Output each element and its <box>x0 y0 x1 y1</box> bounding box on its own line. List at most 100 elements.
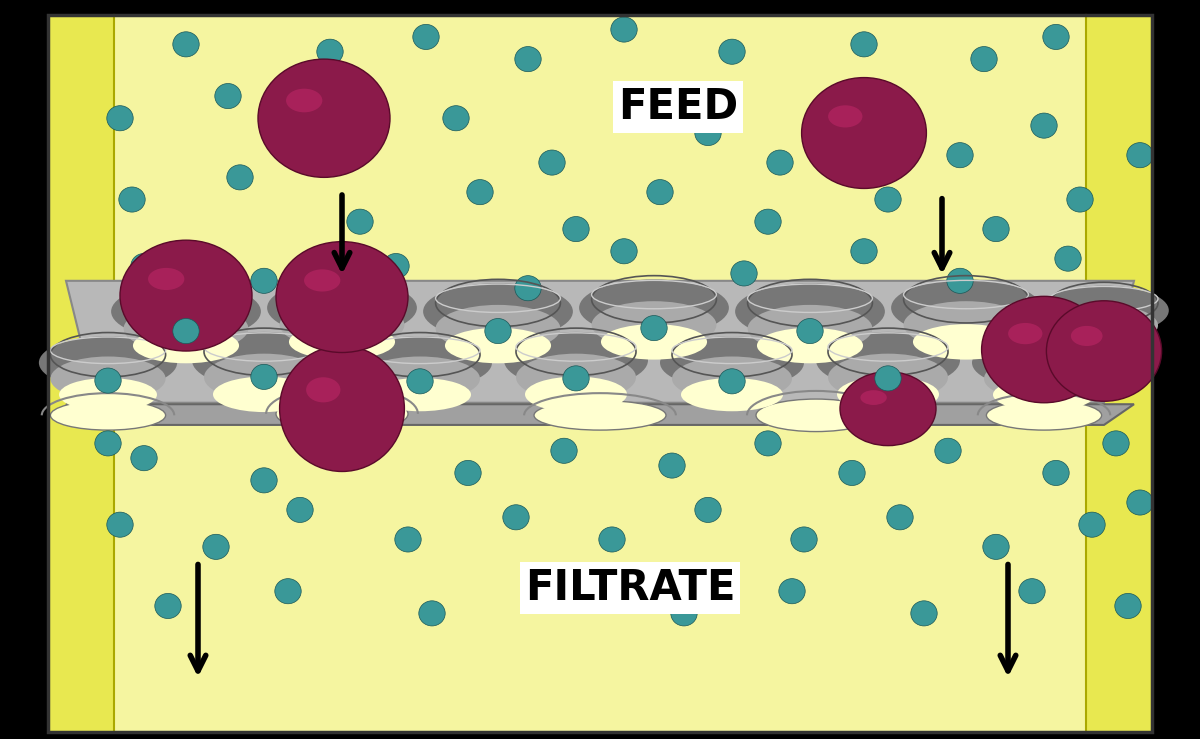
Ellipse shape <box>120 240 252 351</box>
Ellipse shape <box>455 460 481 486</box>
Ellipse shape <box>526 377 628 412</box>
Ellipse shape <box>148 268 185 290</box>
Ellipse shape <box>802 78 926 188</box>
Ellipse shape <box>124 305 248 353</box>
Ellipse shape <box>348 336 492 389</box>
Ellipse shape <box>173 32 199 57</box>
Ellipse shape <box>424 283 572 340</box>
Ellipse shape <box>131 253 157 279</box>
Ellipse shape <box>984 356 1104 401</box>
Ellipse shape <box>887 505 913 530</box>
Ellipse shape <box>611 17 637 42</box>
Ellipse shape <box>436 305 560 353</box>
Ellipse shape <box>851 239 877 264</box>
Ellipse shape <box>1127 490 1153 515</box>
Ellipse shape <box>592 302 716 349</box>
Ellipse shape <box>682 378 784 411</box>
Ellipse shape <box>173 319 199 344</box>
Ellipse shape <box>1079 512 1105 537</box>
Ellipse shape <box>601 324 707 360</box>
Ellipse shape <box>983 534 1009 559</box>
Ellipse shape <box>214 377 314 412</box>
Ellipse shape <box>107 512 133 537</box>
Ellipse shape <box>1055 246 1081 271</box>
Ellipse shape <box>828 106 863 128</box>
Ellipse shape <box>779 579 805 604</box>
Ellipse shape <box>317 39 343 64</box>
Ellipse shape <box>791 527 817 552</box>
Ellipse shape <box>736 283 884 340</box>
Ellipse shape <box>192 332 336 389</box>
Ellipse shape <box>359 431 385 456</box>
Ellipse shape <box>50 401 166 430</box>
Ellipse shape <box>407 369 433 394</box>
Ellipse shape <box>755 209 781 234</box>
Ellipse shape <box>360 356 480 401</box>
Ellipse shape <box>935 438 961 463</box>
Text: FILTRATE: FILTRATE <box>524 567 736 608</box>
Ellipse shape <box>671 601 697 626</box>
Ellipse shape <box>251 364 277 389</box>
Ellipse shape <box>413 24 439 50</box>
Ellipse shape <box>50 356 166 401</box>
Ellipse shape <box>1019 579 1045 604</box>
Ellipse shape <box>383 253 409 279</box>
Ellipse shape <box>515 47 541 72</box>
Ellipse shape <box>1058 324 1150 355</box>
Ellipse shape <box>251 268 277 293</box>
Ellipse shape <box>971 47 997 72</box>
Ellipse shape <box>155 593 181 619</box>
Ellipse shape <box>641 316 667 341</box>
Ellipse shape <box>131 446 157 471</box>
Ellipse shape <box>1067 187 1093 212</box>
Ellipse shape <box>534 401 666 430</box>
Polygon shape <box>66 281 1134 403</box>
FancyBboxPatch shape <box>48 15 114 732</box>
Ellipse shape <box>828 354 948 401</box>
Ellipse shape <box>251 468 277 493</box>
Ellipse shape <box>947 143 973 168</box>
Ellipse shape <box>304 270 341 292</box>
Ellipse shape <box>816 332 960 389</box>
Ellipse shape <box>767 150 793 175</box>
Ellipse shape <box>280 346 404 471</box>
Ellipse shape <box>370 378 470 411</box>
Ellipse shape <box>672 356 792 401</box>
Ellipse shape <box>215 84 241 109</box>
Ellipse shape <box>892 279 1040 336</box>
Ellipse shape <box>227 165 253 190</box>
Ellipse shape <box>306 378 341 402</box>
Ellipse shape <box>443 106 469 131</box>
Ellipse shape <box>972 336 1116 389</box>
Ellipse shape <box>95 431 121 456</box>
Ellipse shape <box>1043 24 1069 50</box>
Ellipse shape <box>1115 593 1141 619</box>
Ellipse shape <box>268 279 416 336</box>
Ellipse shape <box>38 336 178 389</box>
Ellipse shape <box>347 209 373 234</box>
Ellipse shape <box>280 302 404 349</box>
Ellipse shape <box>107 106 133 131</box>
Ellipse shape <box>1127 143 1153 168</box>
Ellipse shape <box>395 527 421 552</box>
Ellipse shape <box>986 401 1102 430</box>
Ellipse shape <box>719 39 745 64</box>
Ellipse shape <box>719 369 745 394</box>
Ellipse shape <box>647 180 673 205</box>
Ellipse shape <box>659 453 685 478</box>
Ellipse shape <box>539 150 565 175</box>
Ellipse shape <box>695 120 721 146</box>
Ellipse shape <box>95 368 121 393</box>
Ellipse shape <box>851 32 877 57</box>
Ellipse shape <box>1031 113 1057 138</box>
Ellipse shape <box>323 135 349 160</box>
Ellipse shape <box>580 279 728 336</box>
Ellipse shape <box>1043 460 1069 486</box>
Ellipse shape <box>875 366 901 391</box>
Ellipse shape <box>258 59 390 177</box>
Ellipse shape <box>485 319 511 344</box>
Ellipse shape <box>947 268 973 293</box>
Ellipse shape <box>904 302 1028 349</box>
Ellipse shape <box>59 378 157 411</box>
Text: FEED: FEED <box>618 86 738 128</box>
